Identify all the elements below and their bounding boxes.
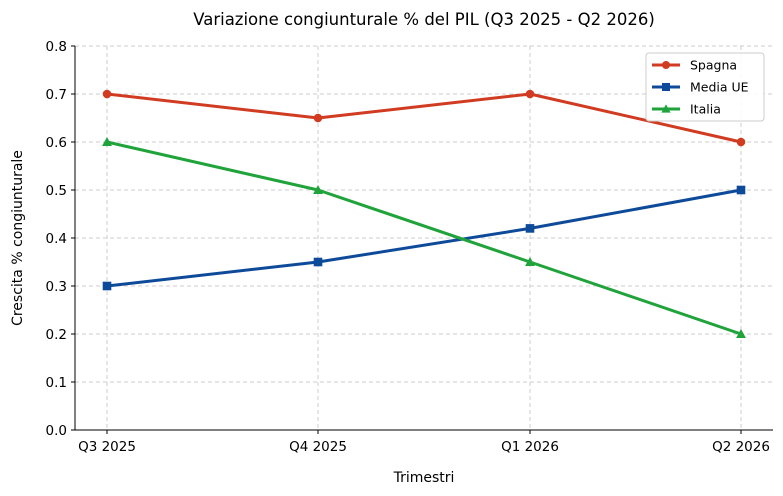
y-tick-label: 0.6 [46, 135, 67, 151]
data-point-spagna [313, 113, 323, 123]
x-tick-label: Q1 2026 [501, 439, 559, 455]
y-axis-ticks: 0.0 0.1 0.2 0.3 0.4 0.5 0.6 0.7 0.8 [46, 39, 75, 439]
legend-label-italia: Italia [690, 102, 721, 117]
x-tick-label: Q3 2025 [78, 439, 136, 455]
data-point-spagna [102, 89, 112, 99]
series-line-media-ue [106, 188, 742, 288]
data-point-media-ue [525, 224, 535, 233]
legend-marker-media-ue [662, 83, 670, 91]
chart-title: Variazione congiunturale % del PIL (Q3 2… [193, 10, 655, 29]
legend-label-media-ue: Media UE [690, 80, 749, 95]
series-italia [102, 137, 746, 338]
series-group [102, 89, 746, 338]
y-tick-label: 0.2 [46, 327, 67, 343]
legend-item-spagna: Spagna [652, 58, 737, 73]
legend-marker-italia [661, 104, 671, 113]
y-tick-label: 0.8 [46, 39, 67, 55]
y-tick-label: 0.1 [46, 375, 67, 391]
y-tick-label: 0.0 [46, 423, 67, 439]
data-point-italia [102, 137, 112, 146]
x-axis-ticks: Q3 2025 Q4 2025 Q1 2026 Q2 2026 [78, 430, 770, 455]
series-line-italia [106, 140, 742, 336]
x-tick-label: Q4 2025 [289, 439, 347, 455]
legend-marker-spagna [662, 61, 670, 69]
data-point-media-ue [736, 185, 746, 195]
data-point-media-ue [313, 257, 323, 267]
legend-label-spagna: Spagna [690, 58, 737, 73]
y-tick-label: 0.3 [46, 279, 67, 295]
data-point-spagna [525, 89, 535, 99]
y-tick-label: 0.4 [46, 231, 67, 247]
y-axis-label: Crescita % congiunturale [10, 150, 26, 326]
series-spagna [102, 89, 746, 147]
data-point-media-ue [102, 281, 112, 291]
legend-item-media-ue: Media UE [652, 80, 749, 95]
legend-box [645, 52, 765, 122]
legend: Spagna Media UE Italia [645, 52, 765, 122]
data-point-spagna [736, 137, 746, 147]
y-tick-label: 0.5 [46, 183, 67, 199]
data-point-italia [736, 329, 746, 338]
x-tick-label: Q2 2026 [712, 439, 770, 455]
data-point-italia [525, 257, 535, 266]
data-point-italia [313, 185, 323, 194]
legend-item-italia: Italia [652, 102, 721, 117]
x-axis-label: Trimestri [393, 470, 455, 486]
series-line-spagna [106, 92, 742, 144]
series-media-ue [102, 185, 746, 291]
y-tick-label: 0.7 [46, 87, 67, 103]
